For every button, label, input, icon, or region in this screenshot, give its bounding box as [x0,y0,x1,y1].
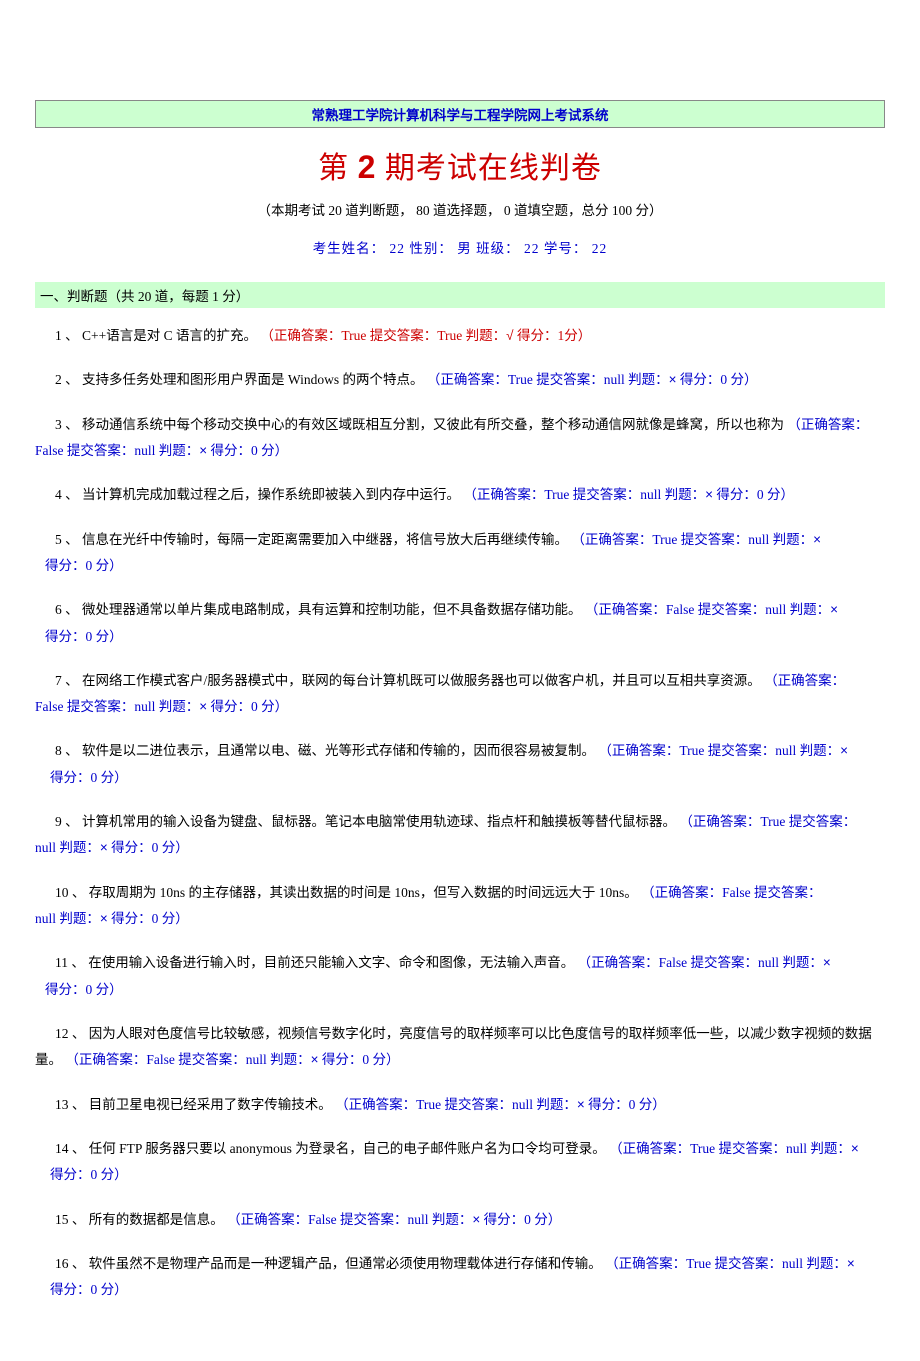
exam-page: 常熟理工学院计算机科学与工程学院网上考试系统 第 2 期考试在线判卷 （本期考试… [0,100,920,1361]
question-item: 7 、 在网络工作模式客户/服务器模式中，联网的每台计算机既可以做服务器也可以做… [35,668,885,721]
answer-feedback-rest: null 判题：× 得分：0 分） [35,911,189,926]
answer-feedback: （正确答案：True 提交答案：null 判题：× [598,743,848,758]
question-number: 2 、 [55,372,82,387]
answer-feedback-rest: False 提交答案：null 判题：× 得分：0 分） [35,699,288,714]
question-item: 11 、 在使用输入设备进行输入时，目前还只能输入文字、命令和图像，无法输入声音… [35,950,885,1003]
question-number: 5 、 [55,532,82,547]
question-text: 移动通信系统中每个移动交换中心的有效区域既相互分割，又彼此有所交叠，整个移动通信… [82,417,784,432]
question-item: 2 、 支持多任务处理和图形用户界面是 Windows 的两个特点。 （正确答案… [35,367,885,393]
question-item: 3 、 移动通信系统中每个移动交换中心的有效区域既相互分割，又彼此有所交叠，整个… [35,412,885,465]
question-item: 12 、 因为人眼对色度信号比较敏感，视频信号数字化时，亮度信号的取样频率可以比… [35,1021,885,1074]
question-text: 存取周期为 10ns 的主存储器，其读出数据的时间是 10ns，但写入数据的时间… [89,885,638,900]
answer-feedback: （正确答案：True 提交答案：null 判题：× 得分：0 分） [335,1097,666,1112]
question-text: 信息在光纤中传输时，每隔一定距离需要加入中继器，将信号放大后再继续传输。 [82,532,568,547]
question-number: 15 、 [55,1212,89,1227]
question-text: 软件是以二进位表示，且通常以电、磁、光等形式存储和传输的，因而很容易被复制。 [82,743,595,758]
question-item: 16 、 软件虽然不是物理产品而是一种逻辑产品，但通常必须使用物理载体进行存储和… [35,1251,885,1304]
answer-feedback: （正确答案：True 提交答案：null 判题：× [571,532,821,547]
question-item: 8 、 软件是以二进位表示，且通常以电、磁、光等形式存储和传输的，因而很容易被复… [35,738,885,791]
question-list: 1 、 C++语言是对 C 语言的扩充。 （正确答案：True 提交答案：Tru… [35,323,885,1303]
title-prefix: 第 [318,152,358,185]
question-text: 软件虽然不是物理产品而是一种逻辑产品，但通常必须使用物理载体进行存储和传输。 [89,1256,602,1271]
section-a-header: 一、判断题（共 20 道，每题 1 分） [35,282,885,308]
question-number: 10 、 [55,885,89,900]
question-text: 任何 FTP 服务器只要以 anonymous 为登录名，自己的电子邮件账户名为… [89,1141,606,1156]
question-item: 5 、 信息在光纤中传输时，每隔一定距离需要加入中继器，将信号放大后再继续传输。… [35,527,885,580]
question-item: 9 、 计算机常用的输入设备为键盘、鼠标器。笔记本电脑常使用轨迹球、指点杆和触摸… [35,809,885,862]
question-text: 所有的数据都是信息。 [89,1212,224,1227]
page-title: 第 2 期考试在线判卷 [35,143,885,187]
question-text: 目前卫星电视已经采用了数字传输技术。 [89,1097,332,1112]
answer-feedback: （正确答案：False 提交答案：null 判题：× 得分：0 分） [65,1052,399,1067]
question-number: 12 、 [55,1026,89,1041]
answer-feedback: （正确答案：False 提交答案：null 判题：× [585,602,838,617]
system-banner: 常熟理工学院计算机科学与工程学院网上考试系统 [35,100,885,128]
question-text-tail: 量。 [35,1052,62,1067]
answer-feedback: （正确答案：True 提交答案：null 判题：× [609,1141,859,1156]
question-text: 在使用输入设备进行输入时，目前还只能输入文字、命令和图像，无法输入声音。 [88,955,574,970]
answer-feedback: （正确答案：False 提交答案：null 判题：× 得分：0 分） [227,1212,561,1227]
answer-feedback: （正确答案：True 提交答案：null 判题：× 得分：0 分） [463,487,794,502]
answer-score: 得分：0 分） [35,1167,128,1182]
student-info: 考生姓名： 22 性别： 男 班级： 22 学号： 22 [35,237,885,257]
question-number: 14 、 [55,1141,89,1156]
question-text: 因为人眼对色度信号比较敏感，视频信号数字化时，亮度信号的取样频率可以比色度信号的… [89,1026,872,1041]
answer-feedback-open: （正确答案：True 提交答案： [679,814,856,829]
question-item: 13 、 目前卫星电视已经采用了数字传输技术。 （正确答案：True 提交答案：… [35,1092,885,1118]
question-number: 1 、 [55,328,82,343]
question-number: 13 、 [55,1097,89,1112]
answer-score: 得分：0 分） [35,1282,128,1297]
answer-score: 得分：0 分） [35,982,123,997]
question-text: 支持多任务处理和图形用户界面是 Windows 的两个特点。 [82,372,423,387]
question-number: 6 、 [55,602,82,617]
question-number: 4 、 [55,487,82,502]
question-text: 当计算机完成加载过程之后，操作系统即被装入到内存中运行。 [82,487,460,502]
question-number: 3 、 [55,417,82,432]
question-number: 16 、 [55,1256,89,1271]
answer-feedback-rest: null 判题：× 得分：0 分） [35,840,189,855]
answer-feedback-open: （正确答案： [787,417,868,432]
answer-feedback: （正确答案：True 提交答案：True 判题：√ 得分：1分） [260,328,591,343]
answer-feedback-open: （正确答案： [764,673,845,688]
exam-summary: （本期考试 20 道判断题， 80 道选择题， 0 道填空题，总分 100 分） [35,199,885,219]
answer-score: 得分：0 分） [35,558,123,573]
answer-score: 得分：0 分） [35,629,123,644]
question-text: 微处理器通常以单片集成电路制成，具有运算和控制功能，但不具备数据存储功能。 [82,602,582,617]
question-number: 9 、 [55,814,82,829]
question-text: 计算机常用的输入设备为键盘、鼠标器。笔记本电脑常使用轨迹球、指点杆和触摸板等替代… [82,814,676,829]
title-suffix: 期考试在线判卷 [376,152,602,185]
question-item: 14 、 任何 FTP 服务器只要以 anonymous 为登录名，自己的电子邮… [35,1136,885,1189]
question-item: 6 、 微处理器通常以单片集成电路制成，具有运算和控制功能，但不具备数据存储功能… [35,597,885,650]
question-number: 7 、 [55,673,82,688]
answer-feedback: （正确答案：True 提交答案：null 判题：× 得分：0 分） [427,372,758,387]
answer-feedback-rest: False 提交答案：null 判题：× 得分：0 分） [35,443,288,458]
question-item: 4 、 当计算机完成加载过程之后，操作系统即被装入到内存中运行。 （正确答案：T… [35,482,885,508]
answer-feedback: （正确答案：True 提交答案：null 判题：× [605,1256,855,1271]
question-item: 15 、 所有的数据都是信息。 （正确答案：False 提交答案：null 判题… [35,1207,885,1233]
answer-feedback: （正确答案：False 提交答案：null 判题：× [578,955,831,970]
question-text: 在网络工作模式客户/服务器模式中，联网的每台计算机既可以做服务器也可以做客户机，… [82,673,761,688]
answer-feedback-open: （正确答案：False 提交答案： [641,885,821,900]
answer-score: 得分：0 分） [35,770,128,785]
question-number: 11 、 [55,955,88,970]
question-text: C++语言是对 C 语言的扩充。 [82,328,257,343]
question-item: 10 、 存取周期为 10ns 的主存储器，其读出数据的时间是 10ns，但写入… [35,880,885,933]
exam-number: 2 [358,149,377,185]
question-number: 8 、 [55,743,82,758]
question-item: 1 、 C++语言是对 C 语言的扩充。 （正确答案：True 提交答案：Tru… [35,323,885,349]
